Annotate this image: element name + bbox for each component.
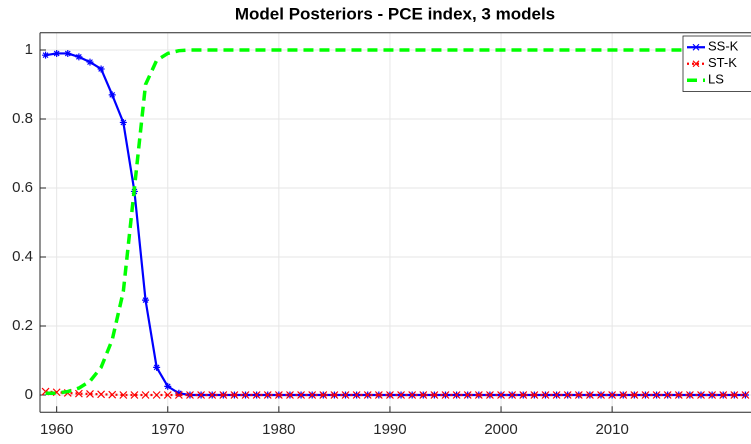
marker [174,391,183,399]
marker [163,391,172,399]
marker [741,391,750,399]
marker [386,391,394,399]
marker [119,391,128,399]
legend: SS-KST-K LS [682,35,751,92]
x-tick-label: 1990 [373,421,406,438]
marker [152,391,161,399]
marker [119,118,127,126]
marker [497,391,505,399]
x-tick-label: 1970 [151,421,184,438]
marker [153,363,161,371]
marker [486,391,494,399]
marker [241,391,250,399]
marker [53,49,61,57]
marker [197,391,206,399]
marker [474,391,483,399]
marker [563,391,572,399]
marker [75,53,83,61]
marker [608,391,617,399]
marker [208,391,217,399]
marker [552,391,561,399]
marker [319,391,328,399]
marker [597,391,605,399]
marker [719,391,728,399]
marker [108,390,117,399]
marker [519,391,528,399]
x-tick-label: 2010 [595,421,628,438]
y-tick-label: 0.2 [12,317,33,334]
legend-marker [692,43,700,51]
series-line [45,48,746,396]
x-tick-label: 1960 [40,421,73,438]
legend-label: LS [708,72,724,87]
marker [408,391,417,399]
marker [308,391,317,399]
marker [230,391,239,399]
marker [130,391,139,399]
marker [352,391,361,399]
marker [108,91,116,99]
marker [652,391,661,399]
marker [397,391,405,399]
y-tick-label: 1 [25,41,33,58]
marker [330,391,339,399]
legend-label: ST-K [708,55,737,70]
marker [74,389,83,398]
marker [419,391,428,399]
marker [697,391,705,399]
marker [674,391,683,399]
marker [286,391,294,399]
y-tick-label: 0 [25,386,33,403]
marker [463,391,472,399]
marker [619,391,628,399]
marker [297,391,305,399]
marker [263,391,272,399]
marker [541,391,550,399]
marker [164,382,172,390]
marker [252,391,261,399]
series [41,387,750,399]
marker [97,390,106,399]
marker [452,391,461,399]
series [45,48,746,396]
marker [86,390,94,398]
legend-marker [692,60,700,68]
marker [508,391,517,399]
marker [141,391,150,399]
marker [175,389,183,397]
legend-label: SS-K [708,39,739,54]
marker [97,65,105,73]
x-tick-label: 2000 [484,421,517,438]
marker [574,391,583,399]
marker [585,391,594,399]
marker [142,296,150,304]
marker [341,391,350,399]
marker [530,391,539,399]
y-tick-label: 0.6 [12,179,33,196]
chart-title: Model Posteriors - PCE index, 3 models [235,4,555,23]
marker [708,391,717,399]
y-tick-label: 0.8 [12,110,33,127]
marker [374,391,383,399]
marker [663,391,672,399]
marker [219,391,228,399]
marker [441,391,450,399]
marker [42,51,50,59]
marker [630,391,639,399]
marker [685,391,694,399]
marker [641,391,650,399]
plot-area [40,32,751,413]
marker [730,391,739,399]
x-tick-label: 1980 [262,421,295,438]
marker [430,391,439,399]
series-line [45,390,746,397]
marker [186,391,194,399]
marker [86,58,94,66]
marker [363,391,372,399]
marker [274,391,283,399]
y-tick-label: 0.4 [12,248,33,265]
marker [64,49,72,57]
